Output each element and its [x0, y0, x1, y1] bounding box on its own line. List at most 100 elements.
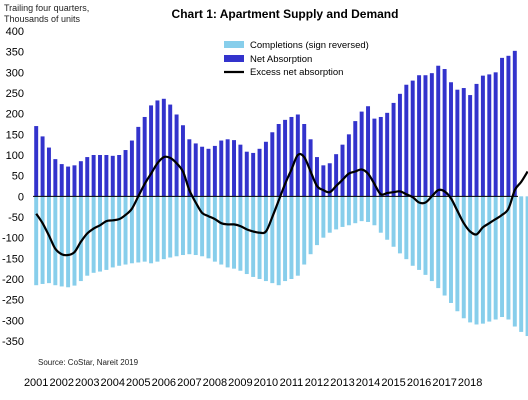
net-absorption-bar — [91, 155, 96, 197]
x-tick-label: 2002 — [49, 377, 73, 389]
completions-bar — [353, 196, 358, 224]
net-absorption-bar — [200, 146, 205, 197]
completions-bar — [180, 196, 185, 256]
completions-bar — [442, 196, 447, 296]
net-absorption-bar — [219, 140, 224, 197]
net-absorption-bar — [174, 114, 179, 197]
net-absorption-bar — [270, 132, 275, 197]
net-absorption-bar — [353, 121, 358, 197]
x-tick-label: 2008 — [203, 377, 227, 389]
legend-label-completions: Completions (sign reversed) — [250, 40, 369, 51]
net-absorption-bar — [455, 89, 460, 197]
net-absorption-bar — [366, 106, 371, 197]
x-tick-label: 2010 — [254, 377, 278, 389]
completions-bar — [98, 196, 102, 272]
completions-bar — [315, 196, 319, 246]
completions-bar — [53, 196, 58, 286]
completions-bar — [66, 196, 71, 288]
net-absorption-bar — [257, 148, 262, 197]
net-absorption-bar — [117, 155, 122, 197]
net-absorption-bar — [59, 164, 64, 197]
completions-bar — [417, 196, 422, 270]
completions-bar — [110, 196, 115, 268]
x-tick-label: 2005 — [126, 377, 150, 389]
completions-bars — [34, 196, 528, 337]
net-absorption-bar — [404, 84, 409, 197]
completions-bar — [257, 196, 262, 279]
y-tick-label: -350 — [2, 336, 24, 348]
completions-bar — [512, 196, 517, 327]
x-tick-label: 2004 — [101, 377, 125, 389]
legend-swatch-net-absorption — [224, 55, 244, 62]
y-tick-label: -50 — [8, 212, 24, 224]
y-tick-label: 300 — [6, 67, 24, 79]
completions-bar — [372, 196, 377, 226]
completions-bar — [289, 196, 294, 279]
net-absorption-bar — [468, 95, 473, 197]
net-absorption-bar — [206, 148, 211, 197]
completions-bar — [219, 196, 224, 265]
net-absorption-bar — [212, 145, 217, 197]
net-absorption-bar — [251, 152, 256, 197]
net-absorption-bar — [423, 75, 428, 197]
x-tick-label: 2018 — [458, 377, 482, 389]
y-tick-label: 150 — [6, 129, 24, 141]
net-absorption-bar — [359, 111, 364, 197]
net-absorption-bar — [276, 124, 281, 197]
completions-bar — [391, 196, 396, 247]
net-absorption-bar — [66, 166, 71, 197]
net-absorption-bar — [442, 69, 447, 197]
net-absorption-bar — [180, 125, 185, 197]
net-absorption-bar — [378, 116, 383, 197]
completions-bar — [404, 196, 409, 260]
completions-bar — [104, 196, 109, 270]
net-absorption-bar — [385, 112, 390, 197]
completions-bar — [487, 196, 492, 322]
net-absorption-bar — [512, 50, 517, 197]
x-tick-label: 2003 — [75, 377, 99, 389]
net-absorption-bar — [436, 65, 441, 197]
completions-bar — [212, 196, 217, 262]
completions-bar — [474, 196, 479, 325]
net-absorption-bar — [193, 143, 198, 197]
completions-bar — [468, 196, 473, 323]
x-tick-label: 2007 — [177, 377, 201, 389]
completions-bar — [429, 196, 434, 282]
x-tick-label: 2016 — [407, 377, 431, 389]
net-absorption-bar — [283, 119, 288, 197]
net-absorption-bar — [391, 102, 396, 197]
completions-bar — [397, 196, 402, 254]
completions-bar — [321, 196, 326, 238]
net-absorption-bar — [187, 139, 192, 197]
net-absorption-bar — [78, 161, 83, 197]
net-absorption-bar — [474, 83, 479, 197]
completions-bar — [302, 196, 307, 265]
completions-bar — [193, 196, 198, 256]
x-tick-label: 2013 — [330, 377, 354, 389]
net-absorption-bar — [161, 98, 166, 197]
excess-net-absorption-line — [35, 152, 528, 257]
y-tick-label: 350 — [6, 47, 24, 59]
net-absorption-bar — [461, 88, 466, 197]
completions-bar — [410, 196, 415, 266]
completions-bar — [461, 196, 466, 319]
completions-bar — [34, 196, 39, 286]
y-tick-label: 200 — [6, 109, 24, 121]
y-axis-label-line1: Trailing four quarters, — [4, 3, 89, 13]
net-absorption-bar — [263, 141, 268, 197]
completions-bar — [238, 196, 243, 271]
net-absorption-bar — [500, 57, 505, 197]
completions-bar — [40, 196, 45, 284]
net-absorption-bar — [110, 155, 115, 197]
net-absorption-bar — [72, 165, 77, 197]
completions-bar — [385, 196, 390, 240]
x-tick-label: 2001 — [24, 377, 48, 389]
completions-bar — [308, 196, 313, 255]
completions-bar — [506, 196, 511, 320]
completions-bar — [232, 196, 236, 269]
x-tick-label: 2017 — [432, 377, 456, 389]
completions-bar — [46, 196, 51, 284]
completions-bar — [334, 196, 339, 230]
completions-bar — [149, 196, 154, 264]
